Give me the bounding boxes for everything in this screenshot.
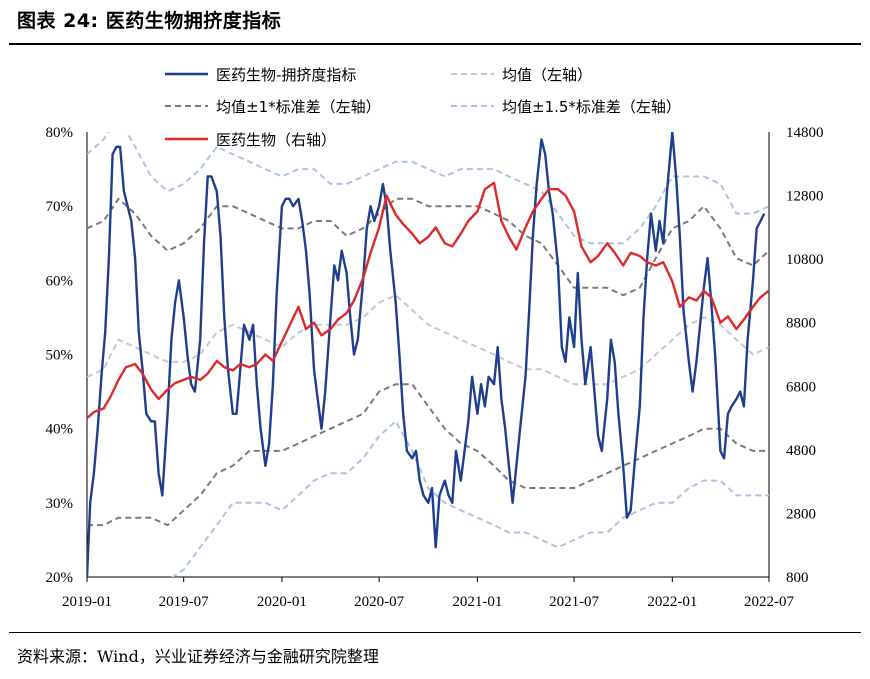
left-tick-label: 70% (46, 199, 74, 215)
x-tick-label: 2022-01 (647, 594, 697, 610)
x-axis-ticks: 2019-01 2019-07 2020-01 2020-07 2021-01 2021-… (62, 577, 794, 610)
legend-band1: 均值±1*标准差（左轴） (216, 98, 381, 116)
x-tick-label: 2021-07 (549, 594, 599, 610)
bottom-rule (9, 632, 861, 633)
right-tick-label: 10800 (786, 252, 824, 268)
legend: 医药生物-拥挤度指标 均值（左轴） 均值±1*标准差（左轴） 均值±1.5*标准… (165, 66, 681, 149)
left-axis-ticks: 20% 30% 40% 50% 60% 70% 80% (46, 125, 74, 586)
chart-title: 图表 24: 医药生物拥挤度指标 (17, 10, 282, 32)
right-tick-label: 4800 (786, 443, 816, 459)
legend-band15: 均值±1.5*标准差（左轴） (502, 98, 681, 116)
series-line-mean (87, 294, 769, 386)
right-tick-label: 14800 (786, 125, 824, 141)
left-tick-label: 20% (46, 570, 74, 586)
left-tick-label: 30% (46, 496, 74, 512)
right-axis-ticks: 800 2800 4800 6800 8800 10800 12800 14800 (786, 125, 824, 586)
series-group (87, 132, 769, 577)
x-tick-label: 2020-07 (354, 594, 404, 610)
series-line-band15_lower (171, 420, 769, 577)
right-tick-label: 800 (786, 570, 809, 586)
series-line-band1_upper (87, 197, 769, 297)
x-tick-label: 2019-01 (62, 594, 112, 610)
left-tick-label: 40% (46, 422, 74, 438)
x-tick-label: 2022-07 (744, 594, 794, 610)
x-tick-label: 2021-01 (452, 594, 502, 610)
source-note: 资料来源：Wind，兴业证券经济与金融研究院整理 (17, 647, 379, 666)
top-rule (9, 43, 861, 45)
series-line-price (87, 181, 769, 420)
x-tick-label: 2019-07 (159, 594, 209, 610)
left-tick-label: 60% (46, 273, 74, 289)
series-line-band15_upper (87, 132, 769, 245)
left-tick-label: 80% (46, 125, 74, 141)
left-tick-label: 50% (46, 348, 74, 364)
legend-price: 医药生物（右轴） (216, 131, 336, 149)
right-tick-label: 12800 (786, 189, 824, 205)
right-tick-label: 8800 (786, 316, 816, 332)
legend-crowding: 医药生物-拥挤度指标 (216, 66, 356, 84)
legend-mean: 均值（左轴） (502, 66, 592, 84)
right-tick-label: 6800 (786, 379, 816, 395)
series-line-crowding (87, 132, 766, 577)
plot-frame (86, 132, 770, 578)
x-tick-label: 2020-01 (257, 594, 307, 610)
series-line-band1_lower (87, 383, 769, 527)
right-tick-label: 2800 (786, 506, 816, 522)
